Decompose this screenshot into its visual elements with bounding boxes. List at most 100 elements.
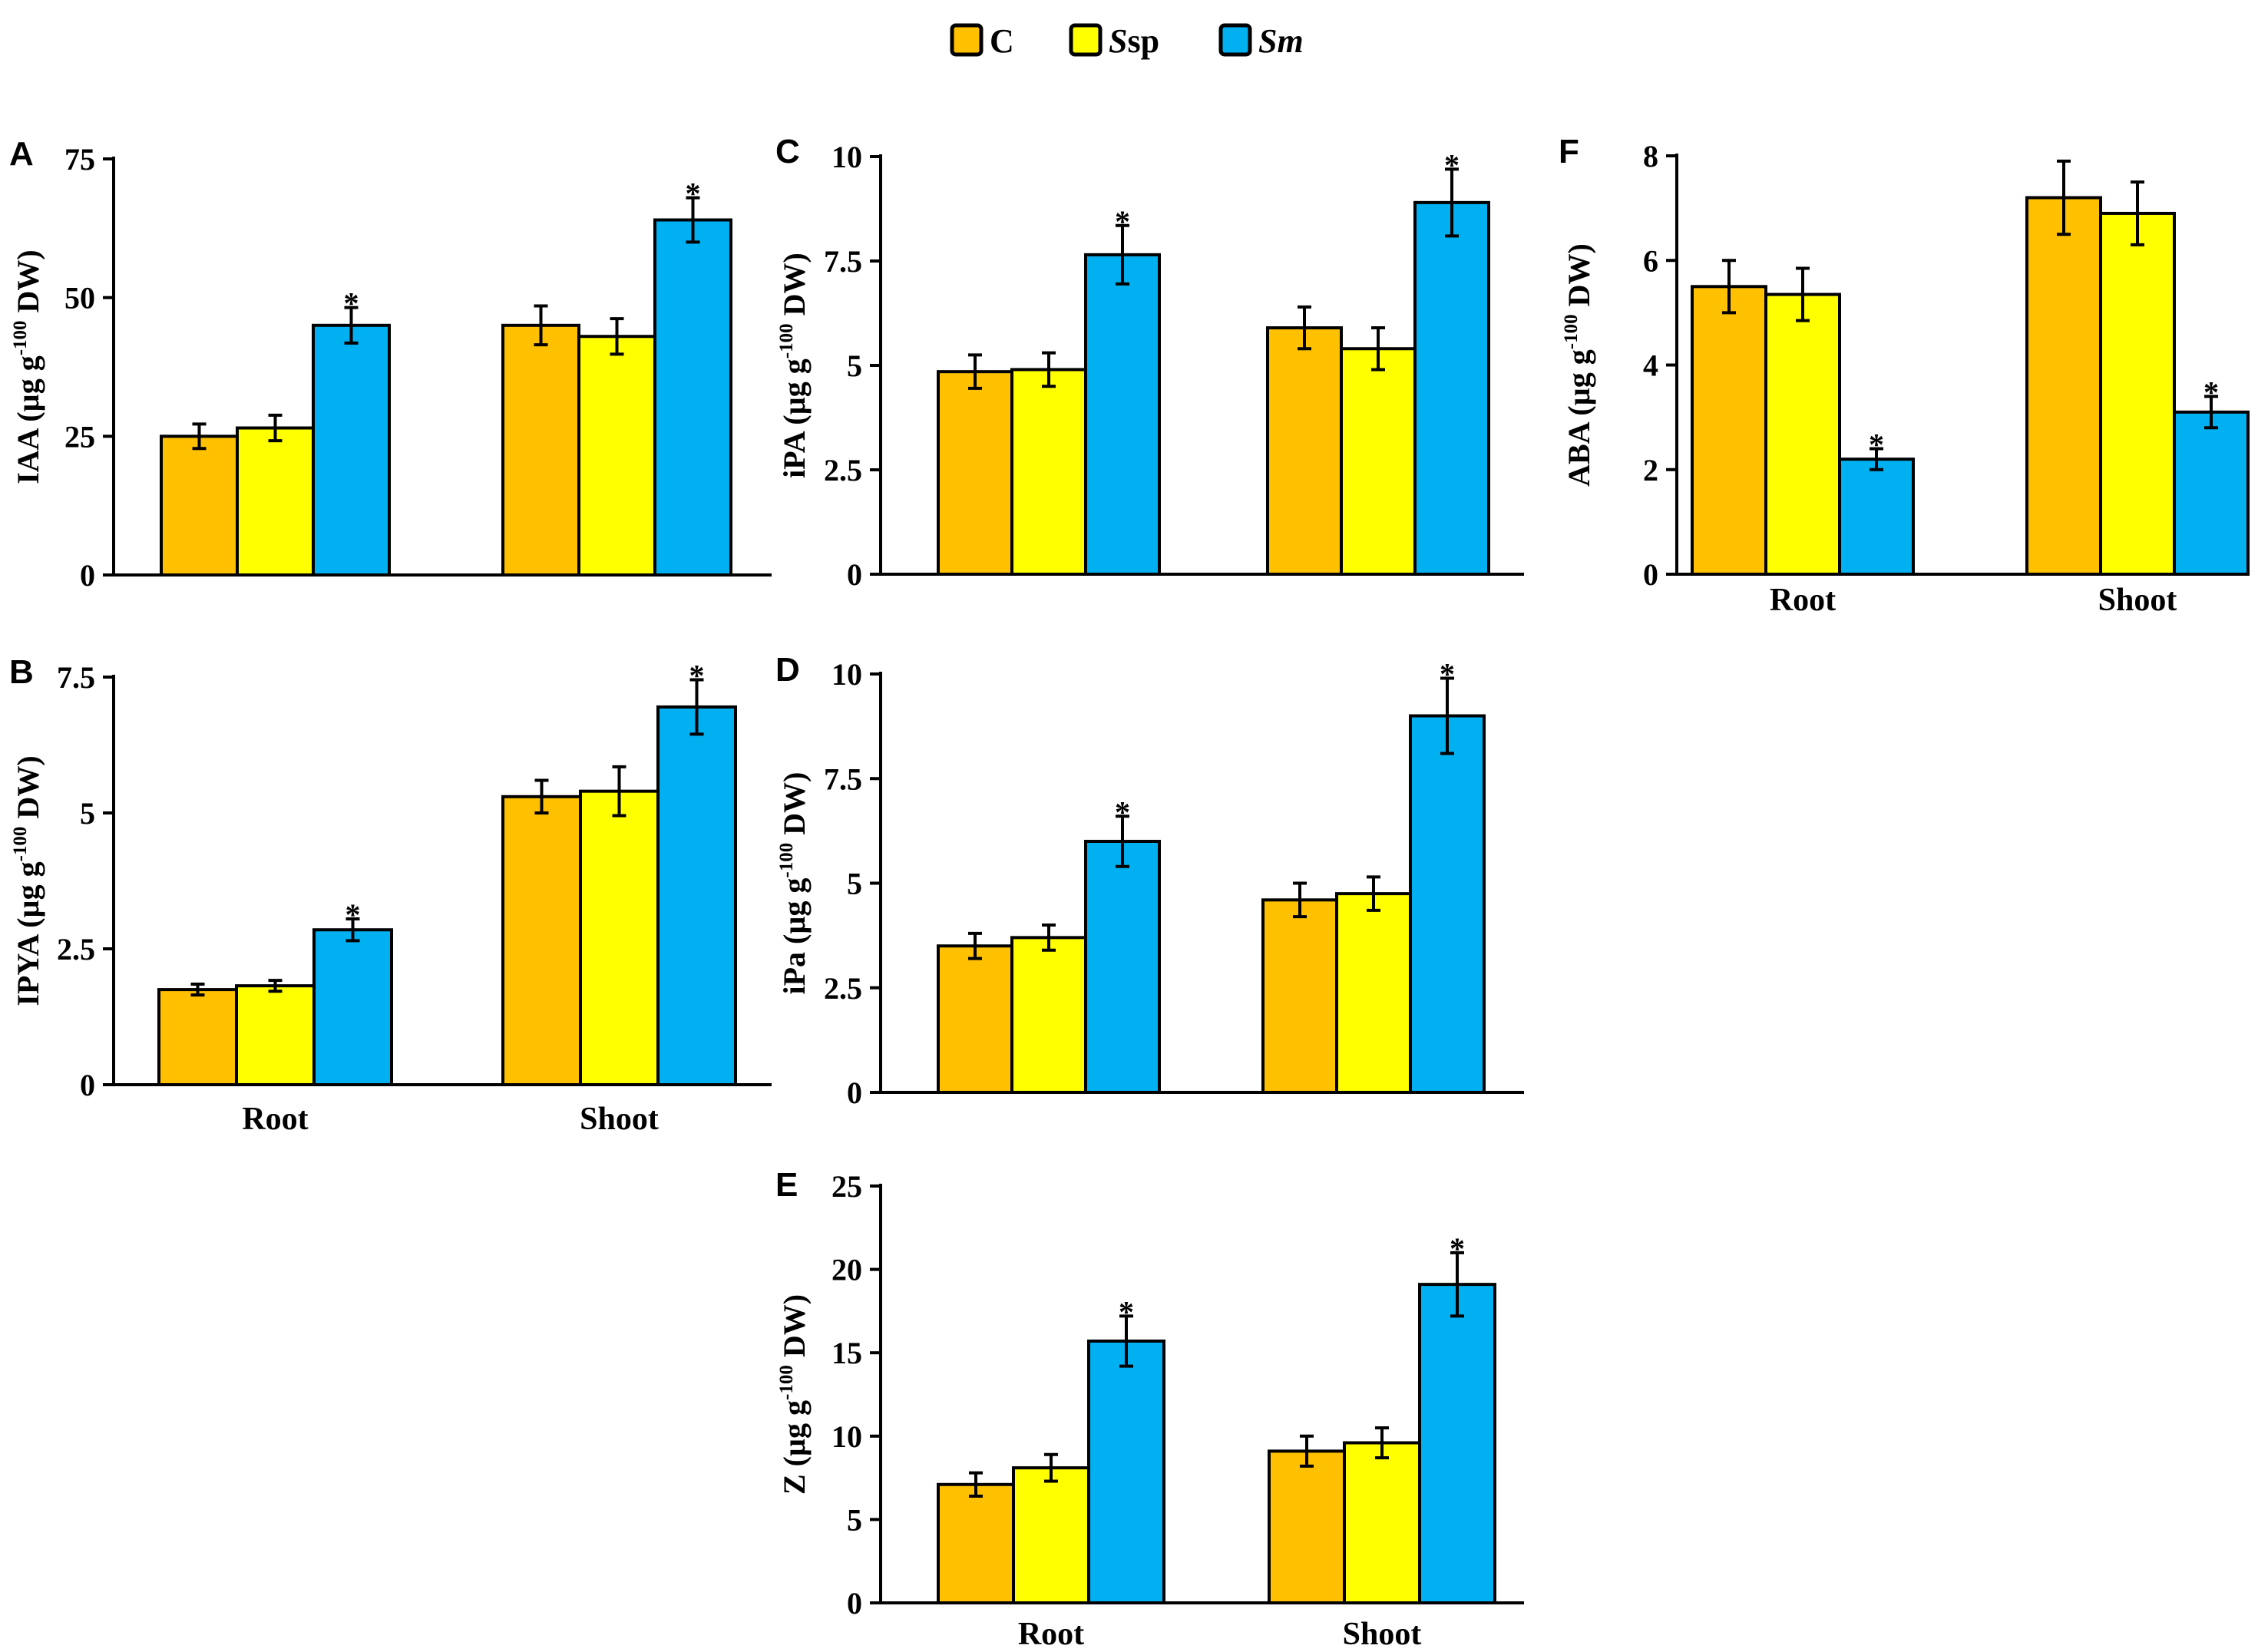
y-tick-label: 7.5: [824, 762, 862, 796]
legend-label-main: Sm: [1258, 22, 1304, 60]
bar-sm: [1838, 458, 1915, 576]
y-tick-label: 4: [1643, 349, 1658, 383]
significance-marker: *: [2203, 375, 2219, 409]
y-tick-label: 0: [1643, 557, 1658, 592]
y-tick-label: 50: [64, 281, 95, 316]
bar-c: [1266, 326, 1343, 576]
y-tick-label: 7.5: [824, 244, 862, 279]
y-axis-label-prefix: iPa (µg g: [777, 878, 812, 995]
y-axis-label-suffix: DW): [1562, 243, 1596, 314]
legend: C Ssp Sm: [950, 22, 1304, 60]
y-tick-label: 0: [80, 1068, 95, 1102]
y-axis-label-superscript: -100: [776, 1365, 797, 1400]
panel-c: C 0 2.5 5 7.5 10 iPA (µg g-100 DW) * *: [775, 133, 1524, 592]
significance-marker: *: [686, 177, 701, 211]
significance-marker: *: [1450, 1231, 1465, 1266]
bar-sm: [1418, 1283, 1496, 1604]
y-tick-label: 2: [1643, 453, 1658, 487]
significance-marker: *: [344, 286, 359, 321]
y-tick-label: 0: [847, 557, 862, 592]
y-axis-label-superscript: -100: [10, 320, 31, 355]
legend-item-c: C: [950, 22, 1014, 60]
panel-label: A: [9, 135, 34, 173]
y-axis-label-suffix: DW): [777, 253, 812, 323]
category-label: Root: [1018, 1617, 1084, 1652]
panel-label: F: [1559, 133, 1579, 170]
bar-c: [501, 323, 580, 577]
y-tick-label: 0: [847, 1075, 862, 1110]
bar-ssp: [235, 984, 316, 1087]
y-axis-label-superscript: -100: [776, 323, 797, 358]
y-tick-label: 5: [847, 867, 862, 901]
significance-marker: *: [1444, 147, 1460, 182]
bar-ssp: [1010, 936, 1087, 1094]
significance-marker: *: [1440, 656, 1455, 691]
y-tick-label: 5: [847, 1502, 862, 1537]
legend-label-rest: sp: [1127, 22, 1159, 60]
bar-sm: [312, 323, 391, 577]
category-group-shoot: * Shoot: [501, 659, 737, 1137]
panel-f: F 0 2 4 6 8 ABA (µg g-100 DW) * Root * Shoot: [1559, 133, 2250, 618]
bar-c: [160, 434, 239, 577]
bar-ssp: [2099, 211, 2176, 576]
legend-item-sm: Sm: [1218, 22, 1304, 60]
bar-sm: [1409, 714, 1486, 1094]
category-group-shoot: * Shoot: [1268, 1231, 1496, 1652]
bar-sm: [1084, 840, 1161, 1094]
y-axis-label: iPA (µg g-100 DW): [776, 253, 812, 478]
bar-sm: [2173, 410, 2250, 576]
y-axis-label: iPa (µg g-100 DW): [776, 772, 812, 995]
y-tick-label: 8: [1643, 139, 1658, 173]
y-tick-label: 15: [831, 1336, 862, 1370]
y-axis-label-prefix: IPYA (µg g: [11, 861, 45, 1006]
y-axis-label-suffix: DW): [11, 249, 45, 320]
significance-marker: *: [1869, 428, 1884, 462]
bar-ssp: [1010, 368, 1087, 576]
y-axis-label: Z (µg g-100 DW): [776, 1294, 812, 1495]
y-tick-label: 5: [80, 796, 95, 831]
significance-marker: *: [1115, 795, 1130, 829]
significance-marker: *: [1119, 1294, 1134, 1329]
legend-label-main: S: [1109, 22, 1127, 60]
y-axis-label-suffix: DW): [777, 1294, 812, 1365]
category-group-shoot: *: [501, 177, 732, 577]
category-label: Shoot: [1343, 1617, 1422, 1652]
y-tick-label: 10: [831, 657, 862, 692]
y-axis-label-superscript: -100: [1561, 314, 1582, 349]
panel-label: B: [9, 653, 34, 691]
bar-ssp: [1012, 1466, 1090, 1604]
legend-label-main: C: [990, 22, 1014, 60]
panel-a: A 0 25 50 75 IAA (µg g-100 DW) * *: [9, 135, 772, 593]
panel-label: C: [775, 133, 800, 170]
y-tick-label: 7.5: [57, 660, 95, 695]
y-tick-label: 2.5: [57, 932, 95, 966]
y-axis-label-superscript: -100: [10, 827, 31, 862]
bar-ssp: [1764, 292, 1841, 576]
bar-ssp: [577, 335, 656, 577]
category-group-root: * Root: [937, 1294, 1165, 1652]
bar-ssp: [1335, 892, 1412, 1094]
panel-e: E 0 5 10 15 20 25 Z (µg g-100 DW) * Root * Shoot: [775, 1166, 1524, 1652]
y-tick-label: 25: [64, 419, 95, 454]
y-tick-label: 20: [831, 1253, 862, 1287]
y-axis-label-suffix: DW): [11, 755, 45, 826]
bar-c: [937, 1482, 1015, 1604]
bar-c: [157, 988, 238, 1086]
y-axis-label-suffix: DW): [777, 772, 812, 843]
y-tick-label: 2.5: [824, 971, 862, 1006]
bar-sm: [1413, 200, 1490, 576]
bar-c: [937, 370, 1013, 576]
category-label: Shoot: [2098, 583, 2177, 618]
y-axis-label-prefix: IAA (µg g: [11, 355, 45, 484]
bar-sm: [656, 705, 737, 1086]
y-tick-label: 75: [64, 142, 95, 177]
bar-c: [937, 944, 1013, 1094]
y-tick-label: 2.5: [824, 453, 862, 487]
legend-label: Sm: [1258, 22, 1304, 60]
y-tick-label: 0: [847, 1586, 862, 1621]
category-label: Shoot: [580, 1102, 659, 1137]
bar-ssp: [1340, 347, 1417, 576]
bar-c: [501, 795, 582, 1086]
category-group-root: *: [937, 204, 1161, 576]
legend-label: Ssp: [1109, 22, 1159, 60]
